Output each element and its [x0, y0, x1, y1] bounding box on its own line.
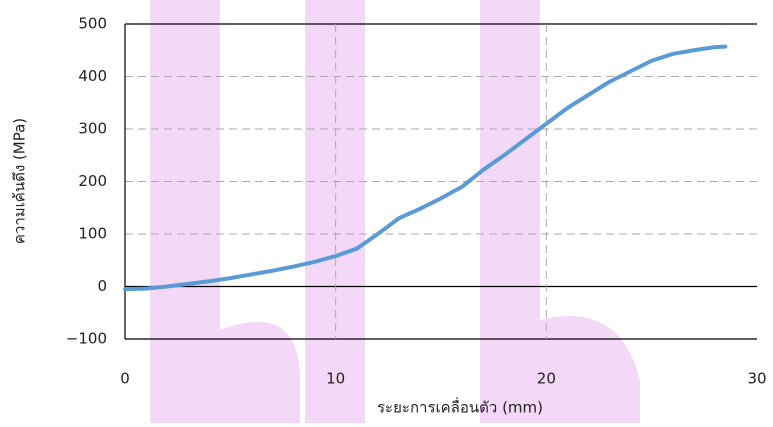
- x-axis-label: ระยะการเคลื่อนตัว (mm): [377, 397, 543, 417]
- watermark: [150, 0, 640, 423]
- x-tick-label: 20: [537, 370, 556, 388]
- y-tick-label: 0: [97, 277, 107, 295]
- y-tick-label: 200: [78, 172, 107, 190]
- data-line: [123, 44, 728, 292]
- y-tick-label: 500: [78, 15, 107, 33]
- x-tick-label: 30: [747, 370, 766, 388]
- y-axis-label: ความเค้นดึง (MPa): [11, 118, 29, 244]
- x-tick-label: 0: [120, 370, 130, 388]
- y-tick-label: 400: [78, 67, 107, 85]
- y-tick-label: −100: [66, 330, 107, 348]
- y-tick-label: 300: [78, 120, 107, 138]
- y-tick-label: 100: [78, 225, 107, 243]
- x-tick-label: 10: [326, 370, 345, 388]
